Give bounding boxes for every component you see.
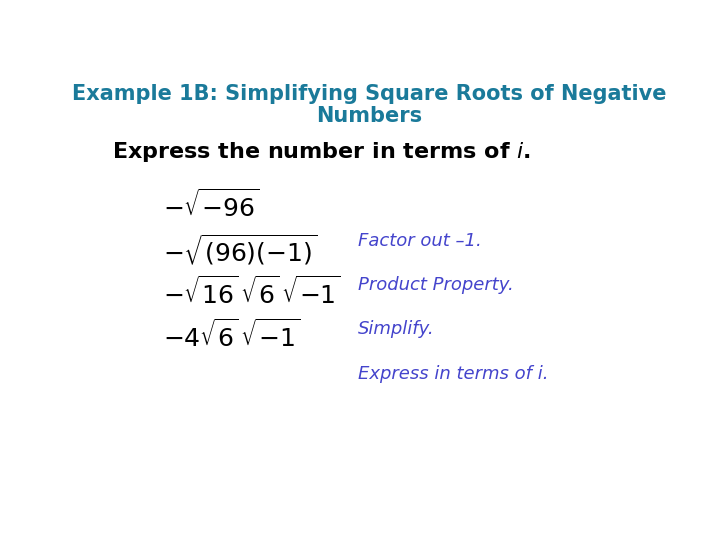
Text: $-\sqrt{(96)(-1)}$: $-\sqrt{(96)(-1)}$: [163, 232, 317, 267]
Text: Example 1B: Simplifying Square Roots of Negative: Example 1B: Simplifying Square Roots of …: [72, 84, 666, 104]
Text: $-\sqrt{16}\,\sqrt{6}\,\sqrt{-1}$: $-\sqrt{16}\,\sqrt{6}\,\sqrt{-1}$: [163, 276, 341, 309]
Text: Factor out –1.: Factor out –1.: [358, 232, 482, 251]
Text: Express in terms of i.: Express in terms of i.: [358, 365, 549, 383]
Text: Express the number in terms of $\mathbf{\mathit{i}}$.: Express the number in terms of $\mathbf{…: [112, 140, 531, 164]
Text: Product Property.: Product Property.: [358, 276, 513, 294]
Text: Numbers: Numbers: [316, 106, 422, 126]
Text: $-4\sqrt{6}\,\sqrt{-1}$: $-4\sqrt{6}\,\sqrt{-1}$: [163, 320, 300, 352]
Text: $-\sqrt{-96}$: $-\sqrt{-96}$: [163, 190, 259, 222]
Text: Simplify.: Simplify.: [358, 320, 434, 338]
